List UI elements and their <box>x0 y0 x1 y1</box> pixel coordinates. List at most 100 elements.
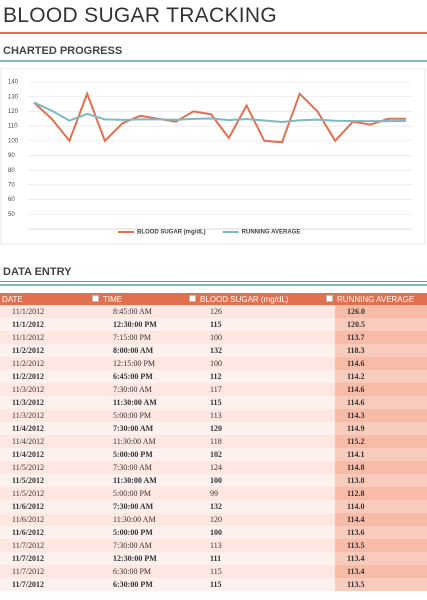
table-row: 11/4/2012 7:30:00 AM 120 114.9 <box>0 422 427 435</box>
table-cell: 126 <box>198 305 335 318</box>
table-cell: 120 <box>198 422 335 435</box>
chart: 50 60 70 80 90 100 110 120 130 140 BLOOD SUGAR (mg… <box>0 68 426 245</box>
table-row: 11/4/2012 11:30:00 AM 118 115.2 <box>0 435 427 448</box>
table-cell: 113.4 <box>335 565 427 578</box>
table-cell: 11:30:00 AM <box>101 435 198 448</box>
table-cell: 100 <box>198 357 335 370</box>
section-rule <box>0 284 427 286</box>
table-cell: 7:30:00 AM <box>101 383 198 396</box>
table-row: 11/5/2012 5:00:00 PM 99 112.8 <box>0 487 427 500</box>
y-tick-label: 140 <box>8 80 19 86</box>
table-cell: 11/6/2012 <box>0 513 101 526</box>
page-title: BLOOD SUGAR TRACKING <box>3 4 277 27</box>
table-cell: 100 <box>198 526 335 539</box>
table-cell: 115 <box>198 318 335 331</box>
table-cell: 11/5/2012 <box>0 461 101 474</box>
table-cell: 11:30:00 AM <box>101 513 198 526</box>
table-cell: 113 <box>198 409 335 422</box>
table-cell: 7:30:00 AM <box>101 422 198 435</box>
table-cell: 126.0 <box>335 305 427 318</box>
column-header: TIME <box>101 293 198 305</box>
table-cell: 11/4/2012 <box>0 435 101 448</box>
table-cell: 11/1/2012 <box>0 331 101 344</box>
legend-label: RUNNING AVERAGE <box>242 230 301 236</box>
table-row: 11/6/2012 7:30:00 AM 132 114.0 <box>0 500 427 513</box>
section-rule <box>0 60 427 62</box>
table-cell: 7:30:00 AM <box>101 539 198 552</box>
table-cell: 113.5 <box>335 578 427 591</box>
y-tick-label: 120 <box>8 109 19 115</box>
y-tick-label: 80 <box>8 168 15 174</box>
table-cell: 99 <box>198 487 335 500</box>
table-cell: 12:15:00 PM <box>101 357 198 370</box>
table-cell: 8:00:00 AM <box>101 344 198 357</box>
table-row: 11/1/2012 12:30:00 PM 115 120.5 <box>0 318 427 331</box>
table-cell: 11/2/2012 <box>0 370 101 383</box>
table-row: 11/1/2012 8:45:00 AM 126 126.0 <box>0 305 427 318</box>
table-cell: 11/4/2012 <box>0 448 101 461</box>
table-cell: 114.8 <box>335 461 427 474</box>
table-cell: 11/5/2012 <box>0 487 101 500</box>
section-title: CHARTED PROGRESS <box>3 45 123 57</box>
table-cell: 112.8 <box>335 487 427 500</box>
table-cell: 6:45:00 PM <box>101 370 198 383</box>
legend-label: BLOOD SUGAR (mg/dL) <box>137 230 206 236</box>
table-cell: 5:00:00 PM <box>101 409 198 422</box>
y-tick-label: 130 <box>8 94 19 100</box>
y-tick-label: 90 <box>8 153 15 159</box>
table-cell: 113.4 <box>335 552 427 565</box>
table-cell: 11/3/2012 <box>0 383 101 396</box>
table-cell: 114.2 <box>335 370 427 383</box>
table-row: 11/3/2012 7:30:00 AM 117 114.6 <box>0 383 427 396</box>
table-row: 11/3/2012 5:00:00 PM 113 114.3 <box>0 409 427 422</box>
table-row: 11/6/2012 5:00:00 PM 100 113.6 <box>0 526 427 539</box>
table-cell: 11/6/2012 <box>0 500 101 513</box>
table-row: 11/7/2012 6:30:00 PM 115 113.4 <box>0 565 427 578</box>
table-cell: 11/6/2012 <box>0 526 101 539</box>
table-cell: 114.0 <box>335 500 427 513</box>
table-row: 11/3/2012 11:30:00 AM 115 114.6 <box>0 396 427 409</box>
table-cell: 120.5 <box>335 318 427 331</box>
table-cell: 102 <box>198 448 335 461</box>
table-cell: 113.8 <box>335 474 427 487</box>
table-cell: 114.6 <box>335 396 427 409</box>
table-cell: 115 <box>198 396 335 409</box>
column-header: BLOOD SUGAR (mg/dL) <box>198 293 335 305</box>
section-rule <box>0 281 427 282</box>
table-cell: 11/2/2012 <box>0 357 101 370</box>
table-cell: 6:30:00 PM <box>101 565 198 578</box>
table-cell: 100 <box>198 331 335 344</box>
table-cell: 11/2/2012 <box>0 344 101 357</box>
table-cell: 117 <box>198 383 335 396</box>
table-cell: 111 <box>198 552 335 565</box>
table-cell: 5:00:00 PM <box>101 448 198 461</box>
table-row: 11/6/2012 11:30:00 AM 120 114.4 <box>0 513 427 526</box>
table-cell: 115 <box>198 565 335 578</box>
table-cell: 11:30:00 AM <box>101 474 198 487</box>
table-row: 11/5/2012 7:30:00 AM 124 114.8 <box>0 461 427 474</box>
table-row: 11/1/2012 7:15:00 PM 100 113.7 <box>0 331 427 344</box>
header-row: DATE TIME BLOOD SUGAR (mg/dL) RUNNING AVERA… <box>0 293 427 305</box>
table-cell: 114.9 <box>335 422 427 435</box>
table-cell: 113 <box>198 539 335 552</box>
title-rule <box>0 32 427 34</box>
table-cell: 11/1/2012 <box>0 318 101 331</box>
table-cell: 113.5 <box>335 539 427 552</box>
table-cell: 11/7/2012 <box>0 552 101 565</box>
table-cell: 11:30:00 AM <box>101 396 198 409</box>
table-row: 11/5/2012 11:30:00 AM 100 113.8 <box>0 474 427 487</box>
table-row: 11/7/2012 6:30:00 PM 115 113.5 <box>0 578 427 591</box>
table-cell: 11/4/2012 <box>0 422 101 435</box>
table-cell: 11/7/2012 <box>0 565 101 578</box>
table-cell: 7:30:00 AM <box>101 461 198 474</box>
table-cell: 11/7/2012 <box>0 578 101 591</box>
table-cell: 11/3/2012 <box>0 409 101 422</box>
table-cell: 118.3 <box>335 344 427 357</box>
table-cell: 11/5/2012 <box>0 474 101 487</box>
section-title: DATA ENTRY <box>3 266 72 278</box>
table-cell: 8:45:00 AM <box>101 305 198 318</box>
table-cell: 7:15:00 PM <box>101 331 198 344</box>
data-line <box>33 101 407 123</box>
table-row: 11/2/2012 6:45:00 PM 112 114.2 <box>0 370 427 383</box>
